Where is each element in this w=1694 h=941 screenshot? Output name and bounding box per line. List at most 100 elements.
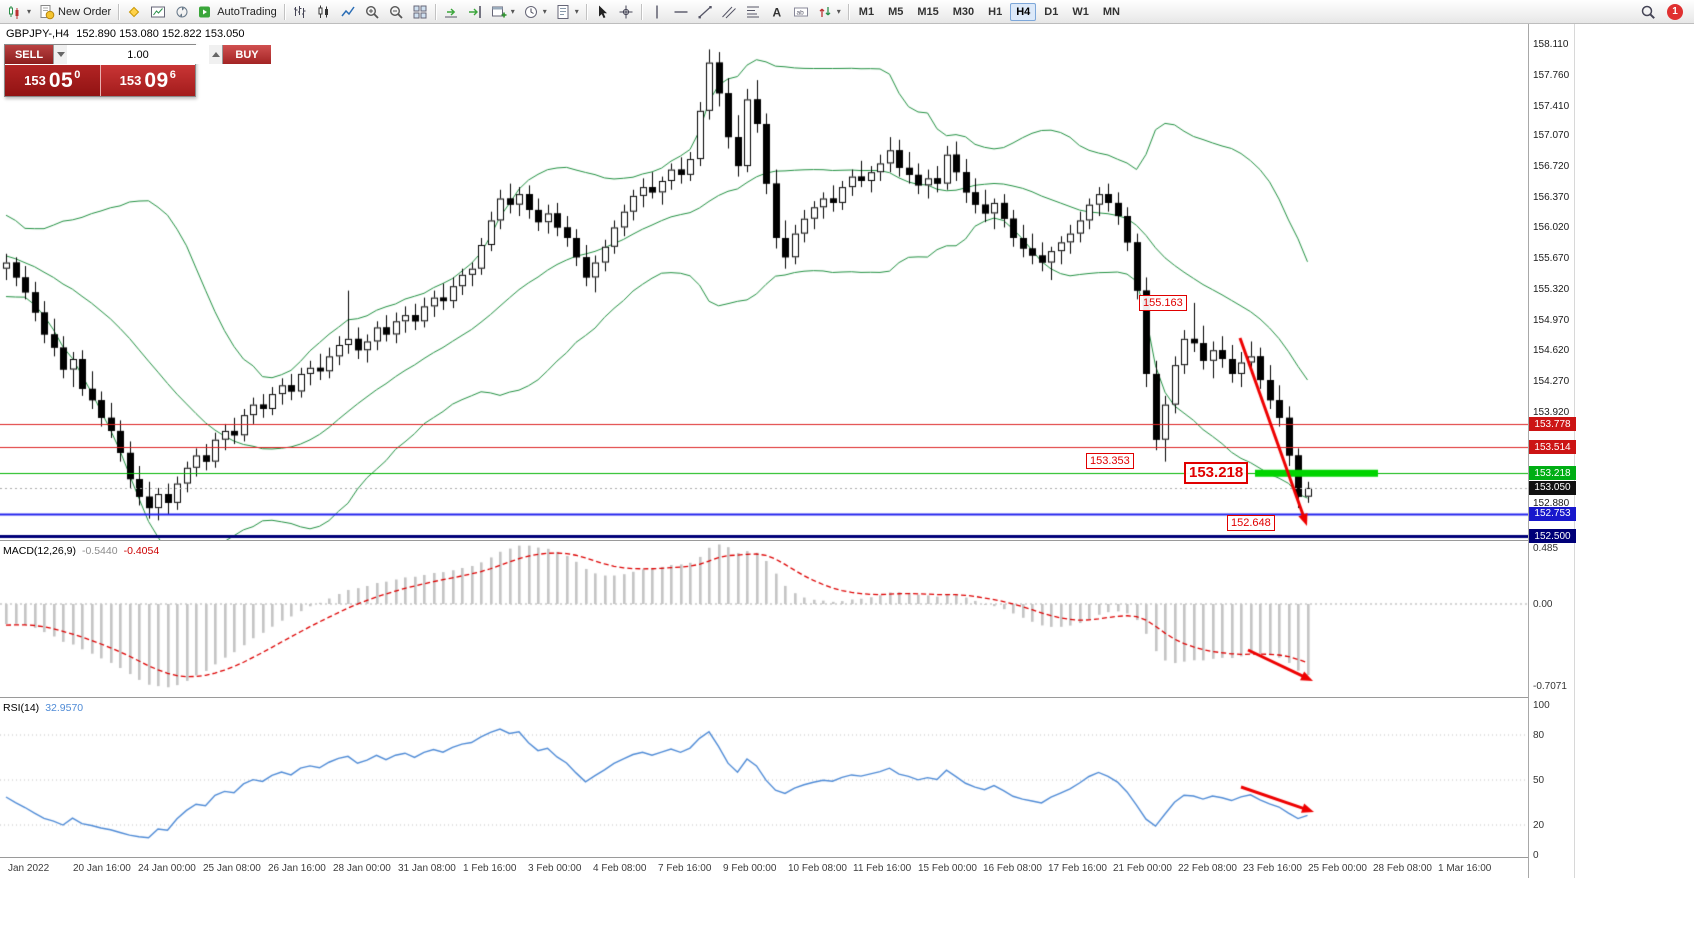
time-tick-label: 31 Jan 08:00	[398, 863, 456, 874]
crosshair-icon[interactable]	[614, 2, 638, 22]
zoom-out-icon[interactable]	[384, 2, 408, 22]
pane-separator-macd-rsi[interactable]	[0, 697, 1575, 698]
sell-button[interactable]: SELL	[5, 45, 53, 64]
timeframe-button-w1[interactable]: W1	[1072, 5, 1089, 18]
cursor-icon[interactable]	[590, 2, 614, 22]
arrows-tool-icon[interactable]: ▾	[813, 2, 845, 22]
time-tick-label: 4 Feb 08:00	[593, 863, 647, 874]
metaeditor-icon[interactable]	[122, 2, 146, 22]
rsi-name: RSI(14)	[3, 702, 40, 714]
chart-annotations: 155.163 153.353 153.218 152.648	[1086, 294, 1275, 532]
volume-increase-button[interactable]	[209, 45, 222, 64]
macd-main-value: -0.5440	[81, 545, 118, 557]
rsi-scale-tick: 0	[1533, 850, 1539, 861]
new-order-button[interactable]: New Order	[35, 2, 115, 22]
candlestick-chart-icon[interactable]	[312, 2, 336, 22]
line-chart-icon[interactable]	[336, 2, 360, 22]
new-chart-button[interactable]: ▾	[3, 2, 35, 22]
buy-button[interactable]: BUY	[223, 45, 271, 64]
timeframe-button-h1[interactable]: H1	[988, 5, 1003, 18]
pane-separator-rsi-timeaxis	[0, 857, 1575, 858]
price-annotation-label[interactable]: 155.163	[1139, 294, 1187, 311]
toolbar-separator	[434, 3, 436, 20]
timeframe-button-m15[interactable]: M15	[917, 5, 939, 18]
toolbar-separator	[640, 3, 642, 20]
rsi-scale-tick: 20	[1533, 820, 1545, 831]
autotrading-button[interactable]: AutoTrading	[194, 2, 281, 22]
strategy-tester-icon[interactable]	[170, 2, 194, 22]
horizontal-line-icon[interactable]	[669, 2, 693, 22]
timeframe-button-m30[interactable]: M30	[952, 5, 975, 18]
timeframe-button-m5[interactable]: M5	[888, 5, 904, 18]
sell-price-point: 0	[74, 68, 81, 81]
channel-icon[interactable]	[717, 2, 741, 22]
main-chart-canvas[interactable]	[0, 24, 1528, 540]
sell-price-display[interactable]: 153 05 0	[5, 65, 101, 96]
time-tick-label: 16 Feb 08:00	[983, 863, 1042, 874]
time-tick-label: 25 Feb 00:00	[1308, 863, 1367, 874]
chart-shift-icon[interactable]	[463, 2, 487, 22]
buy-price-display[interactable]: 153 09 6	[100, 65, 195, 96]
rsi-scale-tick: 100	[1533, 700, 1550, 711]
toolbar-separator	[118, 3, 120, 20]
rsi-scale-tick: 50	[1533, 775, 1545, 786]
price-tick: 154.270	[1533, 375, 1570, 387]
timeframe-button-m1[interactable]: M1	[858, 5, 875, 18]
dropdown-arrow-icon: ▾	[27, 7, 32, 16]
chart-symbol-ohlc: GBPJPY-,H4 152.890 153.080 152.822 153.0…	[6, 28, 248, 40]
price-annotation-label[interactable]: 152.648	[1227, 515, 1275, 532]
auto-scroll-icon[interactable]	[439, 2, 463, 22]
time-tick-label: 15 Feb 00:00	[918, 863, 977, 874]
text-icon[interactable]: A	[765, 2, 789, 22]
price-tick: 158.110	[1533, 39, 1569, 51]
timeframe-button-h4[interactable]: H4	[1010, 2, 1037, 21]
timeframe-button-d1[interactable]: D1	[1044, 5, 1059, 18]
period-selector-icon[interactable]: ▾	[519, 2, 551, 22]
price-tick: 157.760	[1533, 69, 1570, 81]
pane-separator-main-macd[interactable]	[0, 540, 1575, 541]
time-tick-label: 21 Feb 00:00	[1113, 863, 1172, 874]
bar-chart-icon[interactable]	[288, 2, 312, 22]
macd-indicator-canvas[interactable]	[0, 541, 1528, 697]
time-tick-label: 11 Feb 16:00	[853, 863, 912, 874]
volume-decrease-button[interactable]	[54, 45, 67, 64]
price-tick: 153.920	[1533, 406, 1570, 418]
new-window-icon[interactable]: ▾	[487, 2, 519, 22]
timeframe-button-mn[interactable]: MN	[1102, 5, 1120, 18]
trendline-icon[interactable]	[693, 2, 717, 22]
time-tick-label: 28 Feb 08:00	[1373, 863, 1432, 874]
fibonacci-icon[interactable]	[741, 2, 765, 22]
search-icon[interactable]	[1636, 2, 1660, 22]
rsi-scale-tick: 80	[1533, 730, 1545, 741]
time-tick-label: 10 Feb 08:00	[788, 863, 847, 874]
dropdown-arrow-icon: ▾	[836, 7, 841, 16]
price-scale[interactable]: 158.110 157.760 157.410 157.070 156.720 156.3…	[1528, 24, 1576, 878]
macd-signal-value: -0.4054	[123, 545, 160, 557]
price-badge: 152.753	[1529, 506, 1576, 521]
time-tick-label: 9 Feb 00:00	[723, 863, 777, 874]
buy-price-prefix: 153	[119, 73, 142, 88]
tile-windows-icon[interactable]	[408, 2, 432, 22]
timeframe-toolbar: M1 M5 M15 M30 H1 H4 D1 W1 MN	[852, 2, 1127, 21]
market-watch-icon[interactable]	[146, 2, 170, 22]
time-axis[interactable]: Jan 2022 20 Jan 16:00 24 Jan 00:00 25 Jan 0…	[0, 858, 1528, 878]
toolbar-right: 1	[1636, 2, 1691, 22]
autotrading-button-label: AutoTrading	[217, 5, 277, 18]
text-label-icon[interactable]: ab	[789, 2, 813, 22]
volume-input[interactable]	[67, 45, 209, 64]
price-annotation-label[interactable]: 153.353	[1086, 453, 1134, 470]
time-tick-label: 28 Jan 00:00	[333, 863, 391, 874]
macd-scale-tick: 0.00	[1533, 599, 1553, 610]
notification-badge[interactable]: 1	[1667, 3, 1683, 20]
triangle-up-icon	[211, 52, 220, 57]
sell-price-prefix: 153	[24, 73, 46, 88]
vertical-line-icon[interactable]	[645, 2, 669, 22]
svg-text:ab: ab	[796, 9, 804, 16]
template-icon[interactable]: ▾	[551, 2, 583, 22]
price-annotation-label[interactable]: 153.218	[1184, 462, 1249, 485]
zoom-in-icon[interactable]	[360, 2, 384, 22]
rsi-indicator-canvas[interactable]	[0, 698, 1528, 857]
